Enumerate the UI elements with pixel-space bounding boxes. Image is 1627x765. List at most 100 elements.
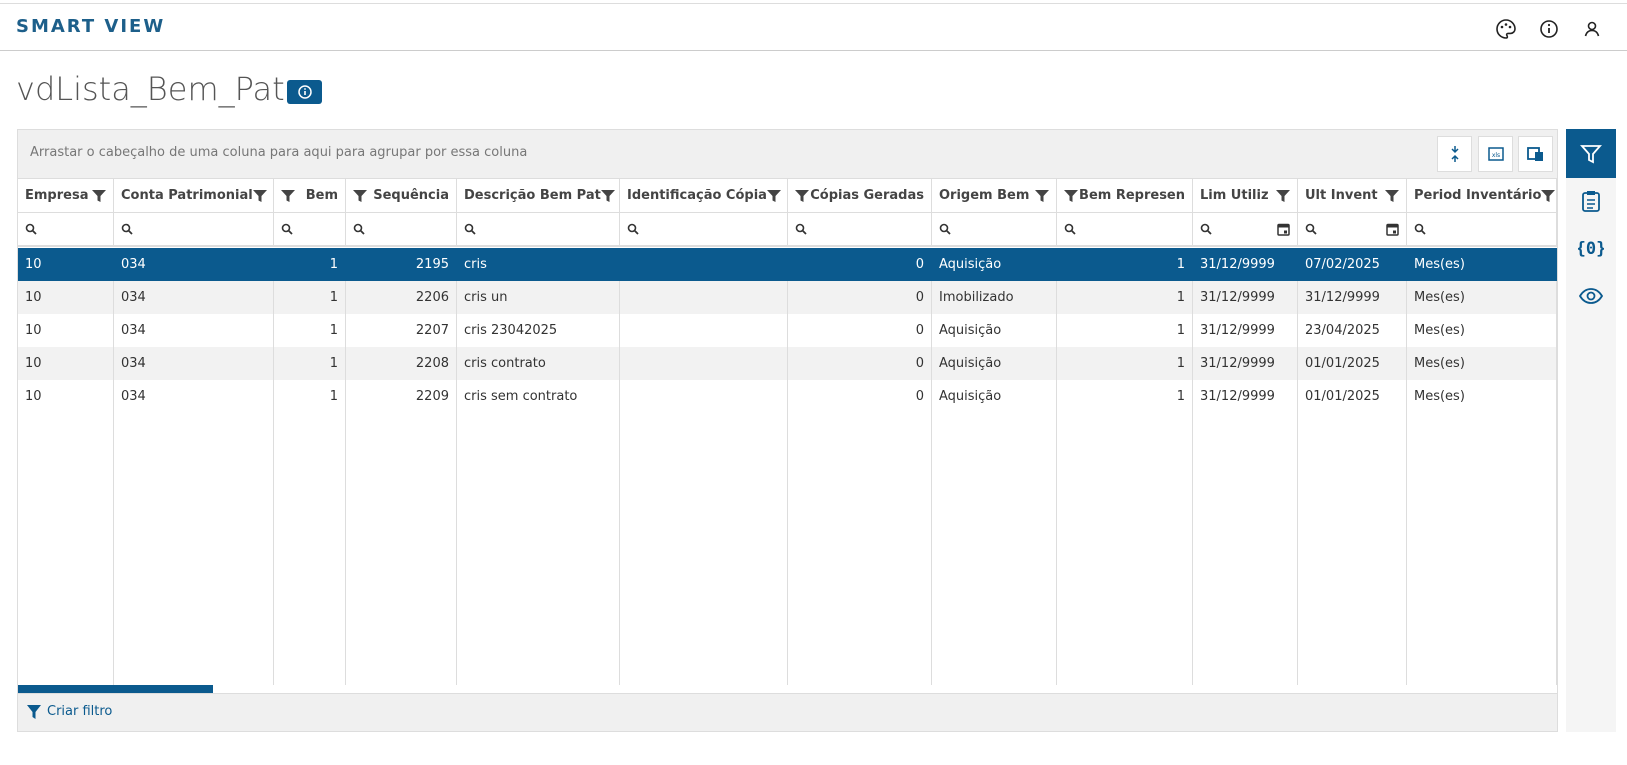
grid-cell[interactable]: 034 xyxy=(114,248,274,281)
column-filter-icon[interactable] xyxy=(600,179,615,212)
grid-cell[interactable]: cris 23042025 xyxy=(457,314,620,347)
grid-cell[interactable] xyxy=(620,380,788,413)
column-header[interactable]: Conta Patrimonial xyxy=(114,179,274,213)
grid-cell[interactable]: 1 xyxy=(274,347,346,380)
grid-cell[interactable]: 1 xyxy=(1057,380,1193,413)
grid-cell[interactable]: 31/12/9999 xyxy=(1193,281,1298,314)
grid-cell[interactable]: Mes(es) xyxy=(1407,281,1557,314)
column-search[interactable] xyxy=(620,213,788,247)
grid-cell[interactable]: 31/12/9999 xyxy=(1193,314,1298,347)
grid-cell[interactable]: 1 xyxy=(274,281,346,314)
grid-cell[interactable]: 034 xyxy=(114,347,274,380)
grid-cell[interactable]: 034 xyxy=(114,281,274,314)
grid-cell[interactable]: 2208 xyxy=(346,347,457,380)
grid-cell[interactable]: 034 xyxy=(114,380,274,413)
grid-cell[interactable]: 01/01/2025 xyxy=(1298,347,1407,380)
column-search[interactable] xyxy=(346,213,457,247)
grid-cell[interactable] xyxy=(620,281,788,314)
grid-cell[interactable]: 1 xyxy=(1057,314,1193,347)
column-header-label[interactable]: Origem Bem xyxy=(939,188,1030,203)
grid-cell[interactable]: 10 xyxy=(18,281,114,314)
grid-cell[interactable]: 10 xyxy=(18,347,114,380)
grid-cell[interactable]: 2209 xyxy=(346,380,457,413)
grid-cell[interactable]: 0 xyxy=(788,281,932,314)
variables-tab[interactable]: {0} xyxy=(1578,236,1604,260)
column-search[interactable] xyxy=(18,213,114,247)
grid-cell[interactable]: 31/12/9999 xyxy=(1298,281,1407,314)
create-filter-label[interactable]: Criar filtro xyxy=(47,704,113,719)
column-header-label[interactable]: Descrição Bem Pat xyxy=(464,188,601,203)
clipboard-tab[interactable] xyxy=(1580,189,1602,213)
grid-cell[interactable]: 1 xyxy=(274,314,346,347)
column-search[interactable] xyxy=(274,213,346,247)
grid-cell[interactable]: Aquisição xyxy=(932,347,1057,380)
column-header-label[interactable]: Identificação Cópia xyxy=(627,188,767,203)
column-header[interactable]: Period Inventário xyxy=(1407,179,1557,213)
grid-cell[interactable]: 034 xyxy=(114,314,274,347)
grid-cell[interactable]: 31/12/9999 xyxy=(1193,380,1298,413)
grid-cell[interactable]: 07/02/2025 xyxy=(1298,248,1407,281)
column-header[interactable]: Origem Bem xyxy=(932,179,1057,213)
view-tab[interactable] xyxy=(1578,286,1604,306)
info-badge[interactable] xyxy=(287,80,322,104)
user-icon[interactable] xyxy=(1581,18,1603,40)
grid-cell[interactable]: 1 xyxy=(274,380,346,413)
column-header[interactable]: Identificação Cópia xyxy=(620,179,788,213)
grid-cell[interactable] xyxy=(620,314,788,347)
column-header[interactable]: Descrição Bem Pat xyxy=(457,179,620,213)
column-search[interactable] xyxy=(457,213,620,247)
grid-cell[interactable]: 23/04/2025 xyxy=(1298,314,1407,347)
grid-cell[interactable]: 10 xyxy=(18,380,114,413)
column-search[interactable] xyxy=(932,213,1057,247)
grid-cell[interactable]: 31/12/9999 xyxy=(1193,347,1298,380)
column-filter-icon[interactable] xyxy=(353,179,367,212)
column-filter-icon[interactable] xyxy=(766,179,781,212)
column-header-label[interactable]: Empresa xyxy=(25,188,89,203)
column-filter-icon[interactable] xyxy=(1035,179,1049,212)
column-header-label[interactable]: Conta Patrimonial xyxy=(121,188,253,203)
grid-cell[interactable]: 2195 xyxy=(346,248,457,281)
grid-cell[interactable]: 0 xyxy=(788,380,932,413)
grid-cell[interactable]: 0 xyxy=(788,314,932,347)
density-button[interactable] xyxy=(1437,136,1472,172)
grid-cell[interactable]: Imobilizado xyxy=(932,281,1057,314)
column-filter-icon[interactable] xyxy=(1064,179,1078,212)
column-header-label[interactable]: Ult Invent xyxy=(1305,188,1378,203)
column-header-label[interactable]: Period Inventário xyxy=(1414,188,1542,203)
grid-cell[interactable]: 0 xyxy=(788,248,932,281)
column-header-label[interactable]: Lim Utiliz xyxy=(1200,188,1269,203)
grid-cell[interactable]: Aquisição xyxy=(932,314,1057,347)
grid-cell[interactable]: 1 xyxy=(1057,347,1193,380)
grid-cell[interactable]: cris un xyxy=(457,281,620,314)
column-filter-icon[interactable] xyxy=(92,179,106,212)
grid-cell[interactable] xyxy=(620,347,788,380)
export-button[interactable]: xls xyxy=(1478,136,1513,172)
grid-cell[interactable]: Mes(es) xyxy=(1407,347,1557,380)
grid-cell[interactable]: Aquisição xyxy=(932,380,1057,413)
column-filter-icon[interactable] xyxy=(1385,179,1399,212)
scrollbar[interactable] xyxy=(18,685,213,693)
column-filter-icon[interactable] xyxy=(795,179,809,212)
grid-cell[interactable]: 10 xyxy=(18,314,114,347)
column-search[interactable] xyxy=(1298,213,1407,247)
column-search[interactable] xyxy=(1407,213,1557,247)
column-header[interactable]: Empresa xyxy=(18,179,114,213)
filter-tab[interactable] xyxy=(1566,129,1616,178)
grid-cell[interactable]: 2206 xyxy=(346,281,457,314)
column-search[interactable] xyxy=(788,213,932,247)
column-header-label[interactable]: Bem Represen xyxy=(1079,188,1185,203)
column-header[interactable]: Bem xyxy=(274,179,346,213)
grid-cell[interactable]: Mes(es) xyxy=(1407,248,1557,281)
column-header[interactable]: Lim Utiliz xyxy=(1193,179,1298,213)
column-header[interactable]: Bem Represen xyxy=(1057,179,1193,213)
columns-button[interactable] xyxy=(1518,136,1553,172)
grid-cell[interactable]: 1 xyxy=(274,248,346,281)
grid-cell[interactable]: 1 xyxy=(1057,248,1193,281)
column-filter-icon[interactable] xyxy=(1541,179,1556,212)
column-search[interactable] xyxy=(1057,213,1193,247)
column-header-label[interactable]: Bem xyxy=(305,188,338,203)
grid-cell[interactable]: cris contrato xyxy=(457,347,620,380)
column-header[interactable]: Sequência xyxy=(346,179,457,213)
create-filter[interactable]: Criar filtro xyxy=(27,704,112,719)
column-filter-icon[interactable] xyxy=(252,179,267,212)
